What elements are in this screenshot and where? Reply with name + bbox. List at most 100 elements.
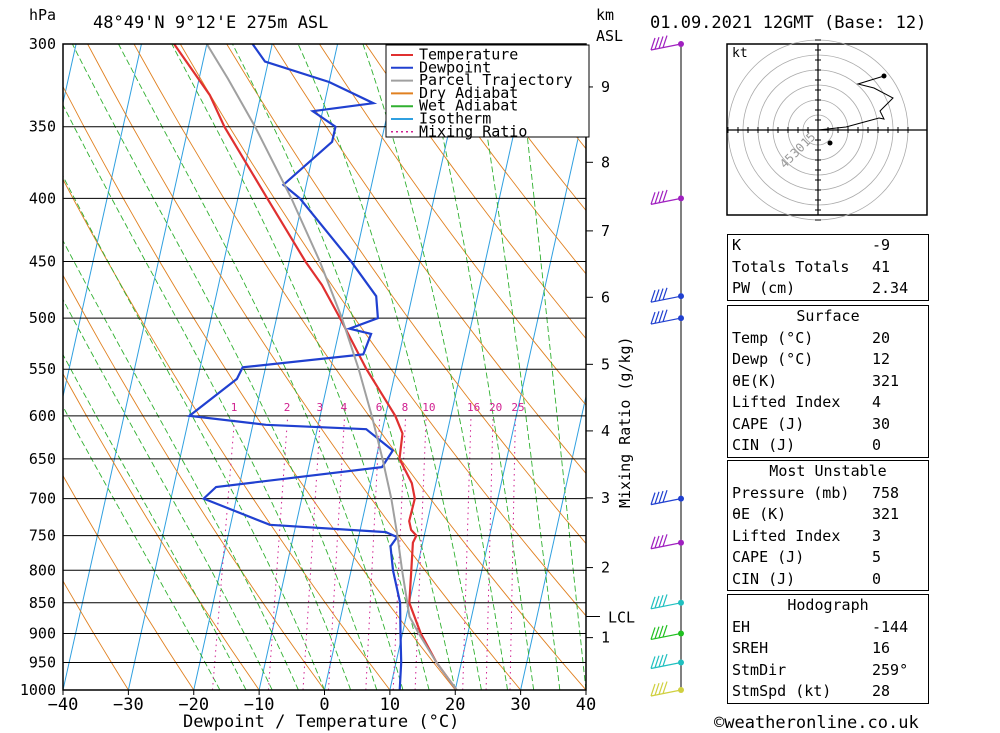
index-row: PW (cm) 2.34 [728, 278, 928, 300]
wind-barb [650, 287, 684, 303]
y-tick-label: 400 [29, 189, 56, 207]
wind-barb-feather [662, 653, 668, 667]
y-tick-label: 450 [29, 253, 56, 271]
most-unstable-table: Most Unstable Pressure (mb) 758 θE (K) 321 L… [727, 460, 929, 591]
hodograph-stat-row: SREH 16 [728, 638, 928, 660]
mixing-ratio-label: 8 [402, 401, 409, 414]
km-tick-label: 4 [601, 422, 610, 440]
y-tick-label: 500 [29, 309, 56, 327]
isotherm-line [193, 44, 339, 690]
most-unstable-title: Most Unstable [769, 462, 887, 480]
wind-barb-feather [662, 594, 668, 607]
hodograph-stat-label: EH [732, 617, 751, 636]
hodograph-stat-label: SREH [732, 639, 769, 657]
wind-barb-feather [654, 595, 660, 609]
surface-label: CAPE (J) [732, 414, 805, 433]
dry-adiabat-line [63, 580, 129, 690]
lcl-label: LCL [608, 609, 635, 627]
index-value: -9 [872, 236, 891, 254]
km-tick-label: 5 [601, 355, 610, 373]
wind-barb-feather [662, 309, 668, 322]
km-tick-label: 6 [601, 288, 610, 306]
wind-barb-feather [658, 288, 664, 301]
surface-value: 321 [872, 371, 900, 390]
y-tick-label: 950 [29, 653, 56, 671]
hodograph-stat-row: StmDir 259° [728, 660, 928, 682]
mixing-ratio-label: 3 [317, 401, 324, 414]
wind-barb-feather [658, 625, 664, 639]
wind-barb-feather [662, 534, 668, 547]
x-tick-label: 40 [576, 695, 596, 715]
surface-row: CIN (J) 0 [728, 435, 928, 457]
most-unstable-row: θE (K) 321 [728, 504, 928, 526]
wet-adiabat-line [421, 44, 535, 690]
km-unit-label: km [596, 6, 614, 24]
isotherm-line [520, 394, 586, 690]
isotherm-line [258, 44, 404, 690]
y-tick-label: 900 [29, 624, 56, 642]
wind-barb [650, 594, 684, 610]
series-dewpoint-line [186, 44, 403, 690]
surface-label: Lifted Index [732, 393, 841, 411]
wind-barb-feather [654, 535, 660, 549]
wind-barb-feather [658, 654, 664, 668]
mixing-ratio-line [267, 415, 289, 690]
km-tick-label: 1 [601, 629, 610, 647]
wind-barb-feather [650, 289, 656, 303]
hodograph-stat-value: 16 [872, 639, 891, 657]
mixing-ratio-line [365, 415, 381, 690]
dry-adiabat-line [411, 44, 586, 275]
asl-unit-label: ASL [596, 27, 623, 45]
km-tick-label: 9 [601, 78, 610, 96]
surface-label: θE(K) [732, 371, 778, 390]
wind-barb-feather [662, 681, 668, 694]
surface-row: Temp (°C) 20 [728, 328, 928, 350]
mixing-ratio-line [328, 415, 346, 690]
index-label: K [732, 236, 742, 254]
wet-adiabat-line [516, 44, 586, 690]
hodograph-stat-value: 259° [872, 660, 909, 679]
y-tick-label: 550 [29, 360, 56, 378]
legend-label: Temperature [419, 46, 518, 64]
wind-barb-feather [654, 655, 660, 668]
x-tick-label: 10 [380, 695, 400, 715]
y-tick-label: 650 [29, 450, 56, 468]
wind-barb-feather [658, 490, 664, 504]
wind-barb-feather [650, 683, 656, 697]
plot-frame [62, 43, 587, 691]
credit-text[interactable]: ©weatheronline.co.uk [714, 713, 919, 733]
wind-barb-feather [658, 310, 664, 323]
series-parcel-trajectory-line [205, 44, 458, 690]
hodograph-stats-title: Hodograph [787, 596, 869, 614]
wind-barb-feather [654, 683, 660, 696]
wind-barb-feather [654, 626, 660, 639]
surface-row: Lifted Index 4 [728, 392, 928, 414]
wind-barb-feather [654, 491, 660, 505]
dry-adiabat-line [87, 44, 521, 690]
isotherm-line [0, 44, 11, 690]
wind-barb-feather [654, 191, 660, 204]
y-tick-label: 1000 [20, 681, 56, 699]
wind-barb-shaft [650, 498, 682, 506]
surface-row: CAPE (J) 30 [728, 414, 928, 436]
surface-value: 0 [872, 436, 882, 454]
most-unstable-value: 0 [872, 569, 882, 588]
dry-adiabat-line [226, 44, 586, 545]
wind-barb [650, 681, 684, 697]
wind-barb-feather [658, 190, 664, 203]
wind-barb-feather [650, 627, 656, 640]
mixing-ratio-line [302, 415, 321, 690]
hodograph-trace [817, 75, 894, 131]
most-unstable-label: Lifted Index [732, 526, 841, 545]
storm-motion-dot [827, 140, 833, 146]
x-tick-label: 0 [319, 695, 329, 715]
wind-barb-shaft [650, 661, 682, 670]
surface-value: 30 [872, 414, 891, 433]
wind-barb-feather [650, 656, 656, 669]
legend-box [385, 44, 590, 138]
indices-table: K -9 Totals Totals 41 PW (cm) 2.34 [727, 234, 929, 301]
y-tick-label: 700 [29, 490, 56, 508]
surface-value: 12 [872, 350, 891, 368]
